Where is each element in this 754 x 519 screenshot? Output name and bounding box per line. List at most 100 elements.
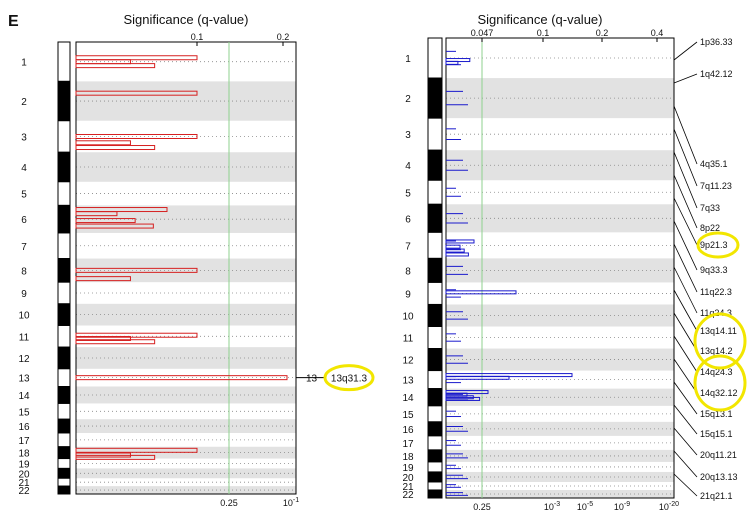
ideogram-band <box>427 231 443 259</box>
chromosome-label: 12 <box>18 354 30 365</box>
peak-bar <box>445 290 517 295</box>
ideogram-band <box>57 467 71 479</box>
chromosome-shade-band <box>446 449 674 462</box>
cytoband-label: 9p21.3 <box>700 240 728 250</box>
cytoband-label: 15q13.1 <box>700 409 733 419</box>
ideogram-band <box>427 481 443 491</box>
chromosome-label: 17 <box>402 439 414 450</box>
chromosome-shade-band <box>76 468 296 479</box>
cytoband-label: 14q32.12 <box>700 388 738 398</box>
cytoband-label: 15q15.1 <box>700 429 733 439</box>
chromosome-label: 20 <box>402 473 414 484</box>
cytoband-leader <box>673 358 698 394</box>
chromosome-label: 16 <box>402 425 414 436</box>
ideogram-band <box>427 281 443 305</box>
cytoband-label: 20q13.13 <box>700 472 738 482</box>
ideogram-band <box>57 303 71 326</box>
chromosome-shade-band <box>76 486 296 494</box>
ideogram-band <box>427 203 443 233</box>
chromosome-shade-band <box>446 471 674 482</box>
chromosome-label: 7 <box>21 242 27 253</box>
ideogram-band <box>427 37 443 79</box>
chromosome-label: 4 <box>405 161 411 172</box>
peak-bar <box>75 454 156 460</box>
ideogram-band <box>57 80 71 122</box>
ideogram-band <box>57 41 71 82</box>
cytoband-leader <box>673 220 698 271</box>
cytoband-leader <box>673 243 698 293</box>
chromosome-shade-band <box>76 258 296 283</box>
ideogram-band <box>57 232 71 260</box>
cytoband-leader <box>673 404 698 435</box>
highlight-ellipse <box>693 312 747 370</box>
callout-label: 13q31.3 <box>331 374 368 385</box>
top-tick-label: 0.4 <box>651 28 664 38</box>
bottom-tick-label: 10-20 <box>659 501 679 512</box>
peak-bar <box>75 211 118 217</box>
ideogram-band <box>57 446 71 460</box>
peak-bar <box>75 332 198 338</box>
ideogram-band <box>57 181 71 206</box>
chromosome-label: 4 <box>21 163 27 174</box>
cytoband-label: 11q22.3 <box>700 287 732 297</box>
ideogram-band <box>427 257 443 283</box>
plot-frame <box>445 37 675 499</box>
chromosome-label: 16 <box>18 422 30 433</box>
chromosome-label: 6 <box>21 215 27 226</box>
chromosome-label: 2 <box>21 97 27 108</box>
ideogram-band <box>57 120 71 153</box>
chromosome-shade-band <box>76 303 296 326</box>
chart-title: Significance (q-value) <box>477 12 602 27</box>
ideogram-band <box>427 435 443 451</box>
cytoband-leader <box>673 473 698 497</box>
cytoband-leader <box>673 105 698 165</box>
chromosome-shade-band <box>446 388 674 406</box>
peak-bar <box>445 248 465 253</box>
chromosome-label: 1 <box>405 54 411 65</box>
chromosome-shade-band <box>446 258 674 283</box>
chromosome-label: 14 <box>402 393 414 404</box>
chromosome-shade-band <box>446 348 674 371</box>
peak-bar <box>75 207 168 213</box>
bottom-tick-label: 0.25 <box>473 502 491 512</box>
ideogram-band <box>57 418 71 434</box>
chromosome-shade-band <box>446 304 674 327</box>
ideogram-band <box>57 458 71 469</box>
chromosome-shade-band <box>76 419 296 433</box>
chromosome-label: 21 <box>18 478 30 489</box>
ideogram-band <box>57 477 71 487</box>
peak-bar <box>75 90 198 96</box>
top-tick-label: 0.047 <box>471 28 494 38</box>
peak-bar <box>445 252 469 257</box>
ideogram-band <box>427 370 443 390</box>
chromosome-shade-band <box>76 347 296 369</box>
ideogram-band <box>427 348 443 372</box>
peak-bar <box>75 276 131 282</box>
chromosome-label: 18 <box>402 452 414 463</box>
chromosome-label: 21 <box>402 482 414 493</box>
chromosome-label: 5 <box>21 190 27 201</box>
ideogram-band <box>57 324 71 348</box>
chromosome-label: 15 <box>402 410 414 421</box>
cytoband-label: 9q33.3 <box>700 265 728 275</box>
chromosome-label: 3 <box>405 130 411 141</box>
peak-bar <box>445 375 510 380</box>
top-tick-label: 0.1 <box>537 28 550 38</box>
panel-label: E <box>8 13 19 30</box>
ideogram-band <box>57 386 71 404</box>
ideogram-band <box>427 388 443 407</box>
ideogram-band <box>427 471 443 483</box>
peak-bar <box>75 145 156 151</box>
chromosome-label: 19 <box>402 463 414 474</box>
ideogram-band <box>57 368 71 388</box>
chart-title: Significance (q-value) <box>123 12 248 27</box>
peak-bar <box>445 60 459 65</box>
chromosome-label: 6 <box>405 214 411 225</box>
peak-bar <box>75 133 198 139</box>
cytoband-label: 14q24.3 <box>700 367 733 377</box>
ideogram-band <box>57 258 71 283</box>
chromosome-label: 15 <box>18 407 30 418</box>
chromosome-label: 18 <box>18 449 30 460</box>
chromosome-label: 1 <box>21 58 27 69</box>
cytoband-label: 21q21.1 <box>700 491 733 501</box>
